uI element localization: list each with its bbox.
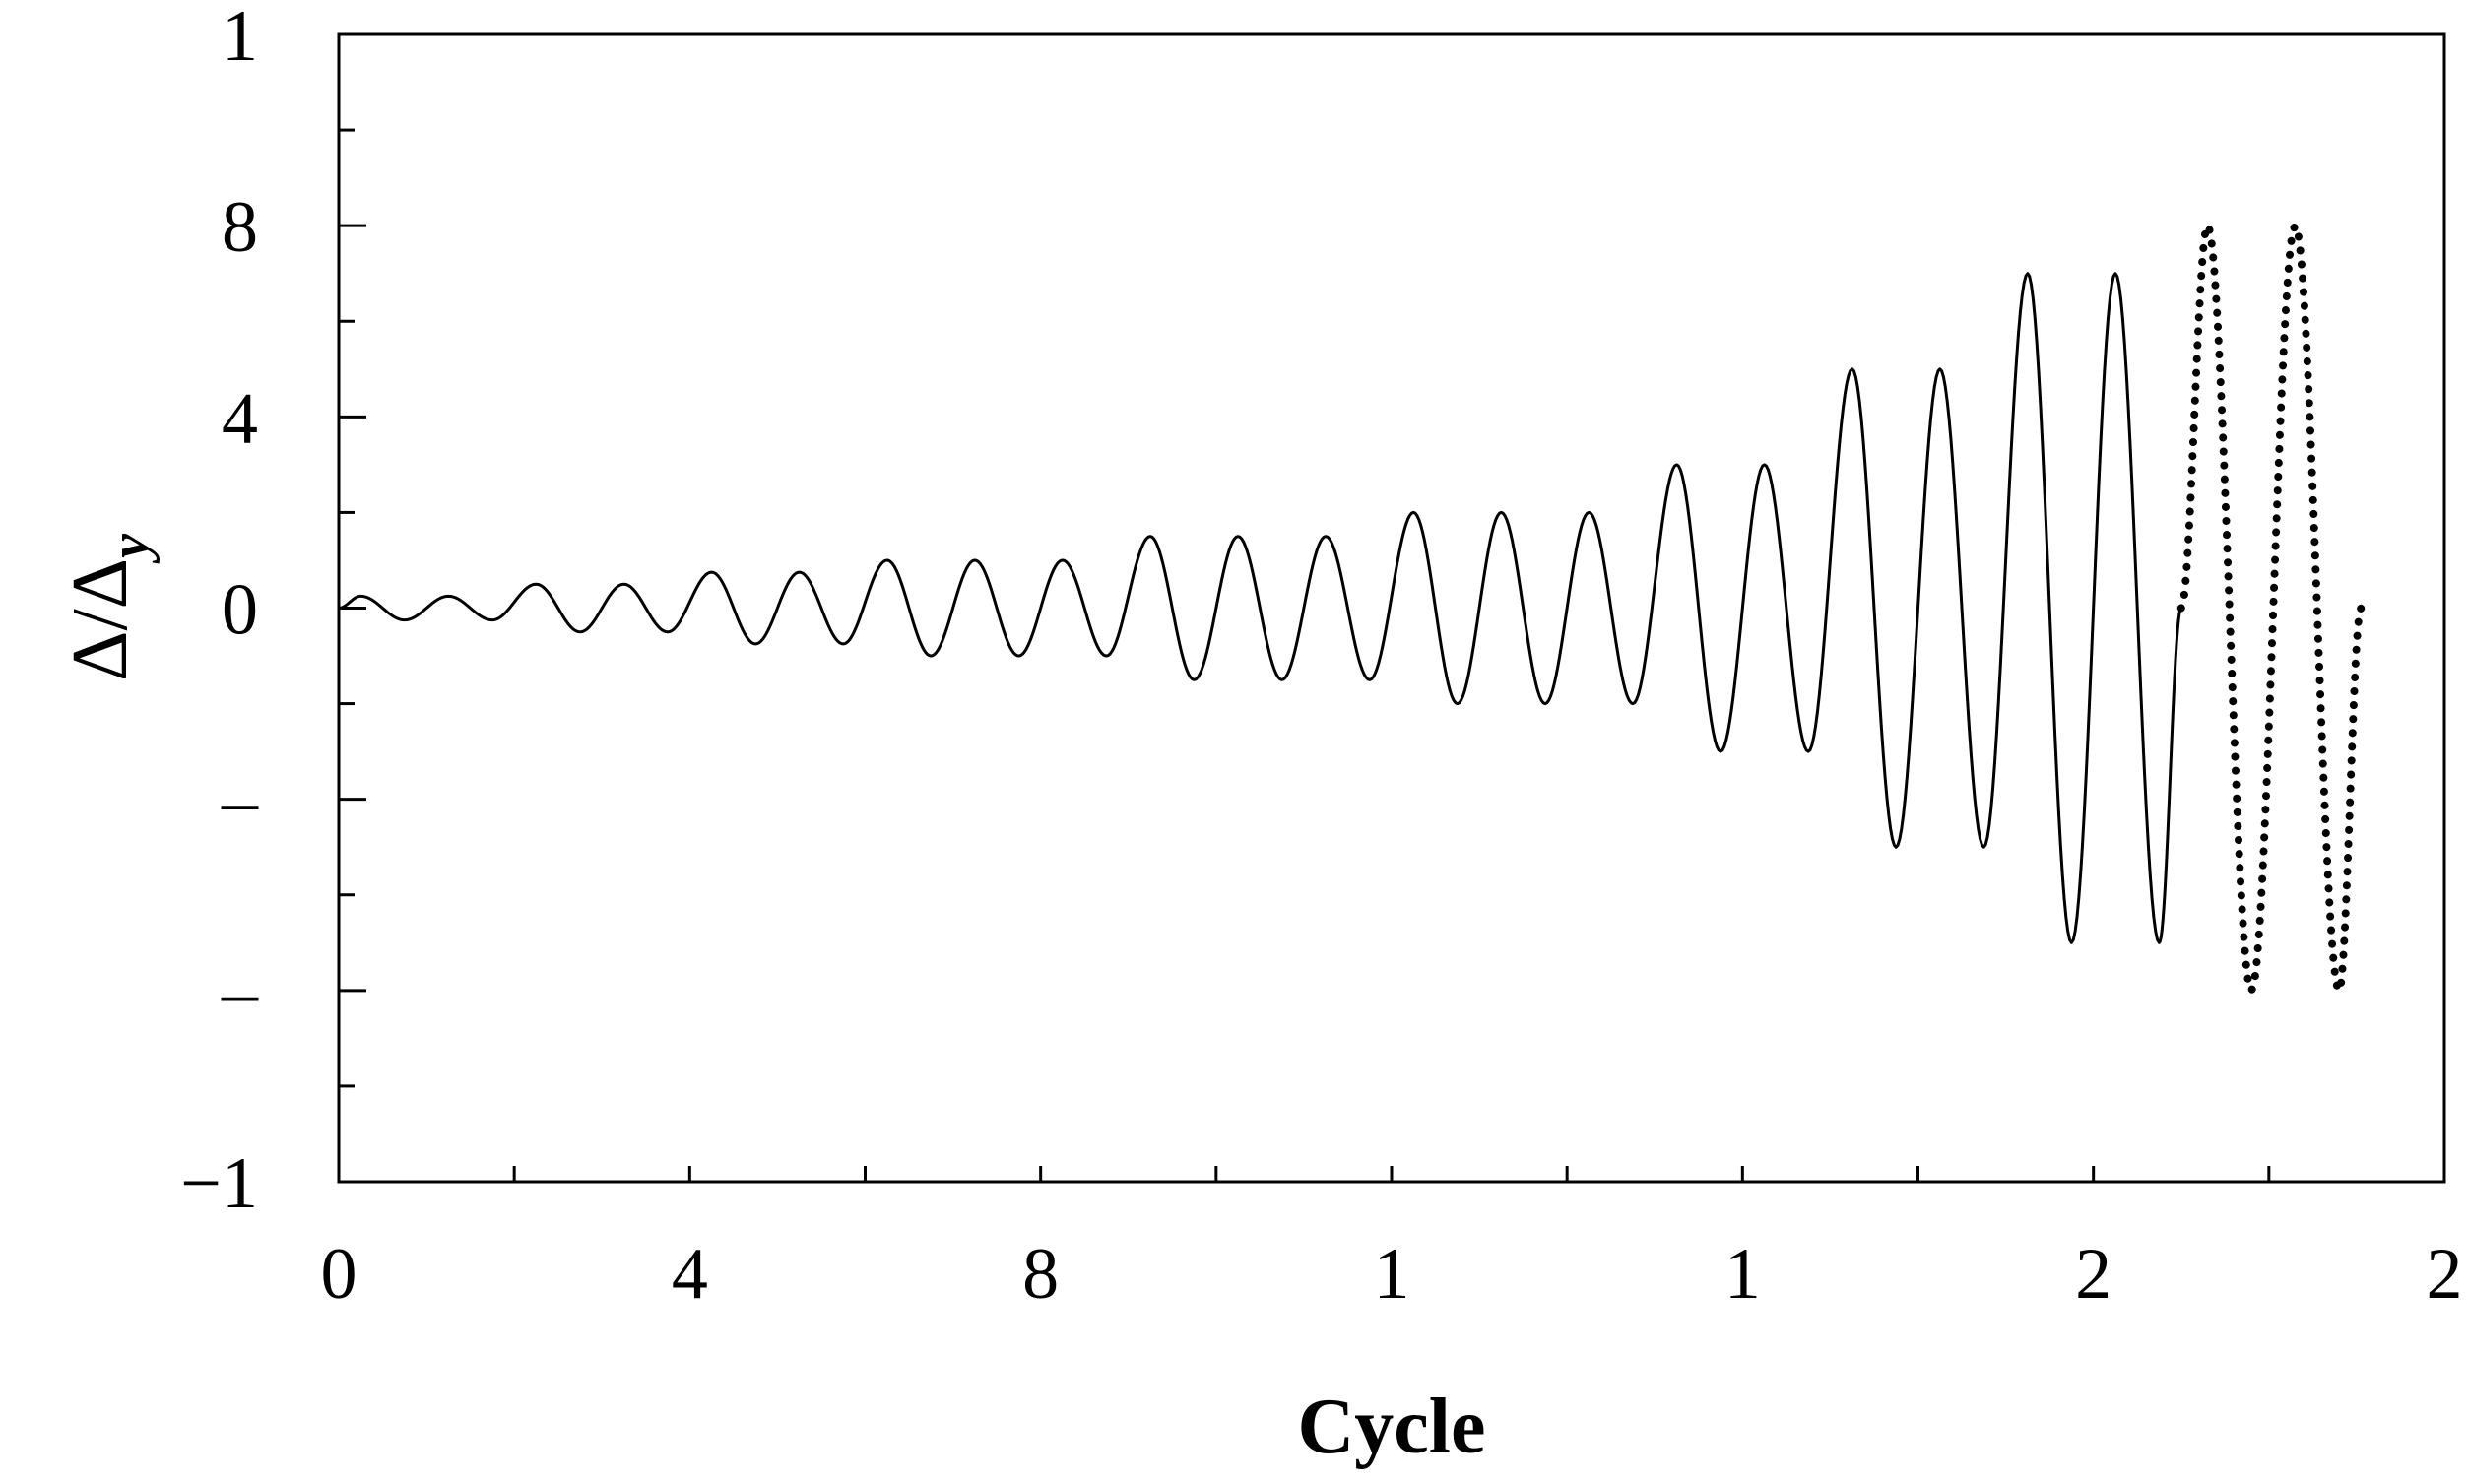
series-dotted-line: [2176, 217, 2366, 1000]
plot-frame: [337, 32, 2446, 1184]
x-tick-label: 1: [1724, 1234, 1761, 1315]
y-tick-label: 4: [222, 378, 258, 459]
y-axis-title-main: Δ/Δ: [57, 558, 144, 681]
x-tick-label: 4: [672, 1234, 708, 1315]
y-axis-ticks: [339, 32, 366, 1184]
series-layer: [338, 217, 2366, 1000]
y-tick-label: 1: [222, 0, 258, 77]
x-axis-title: Cycle: [1297, 1384, 1485, 1470]
x-tick-label: 0: [321, 1234, 357, 1315]
x-axis-ticks: [337, 1166, 2446, 1182]
series-solid-line: [338, 272, 2183, 944]
y-tick-label: 0: [222, 570, 258, 651]
y-tick-label: –: [221, 761, 259, 842]
x-tick-label: 8: [1022, 1234, 1059, 1315]
y-tick-label: –: [221, 952, 259, 1033]
x-tick-label: 1: [1374, 1234, 1410, 1315]
y-tick-label: 8: [222, 187, 258, 268]
y-axis-tick-labels: 1 8 4 0 – – −1: [180, 0, 259, 1224]
x-tick-label: 2: [2075, 1234, 2111, 1315]
y-tick-label: −1: [180, 1143, 258, 1224]
y-axis-title-subscript: y: [99, 533, 161, 564]
x-axis-tick-labels: 0 4 8 1 1 2 2: [321, 1234, 2463, 1315]
x-tick-label: 2: [2427, 1234, 2463, 1315]
y-axis-title: Δ/Δy: [57, 533, 161, 681]
